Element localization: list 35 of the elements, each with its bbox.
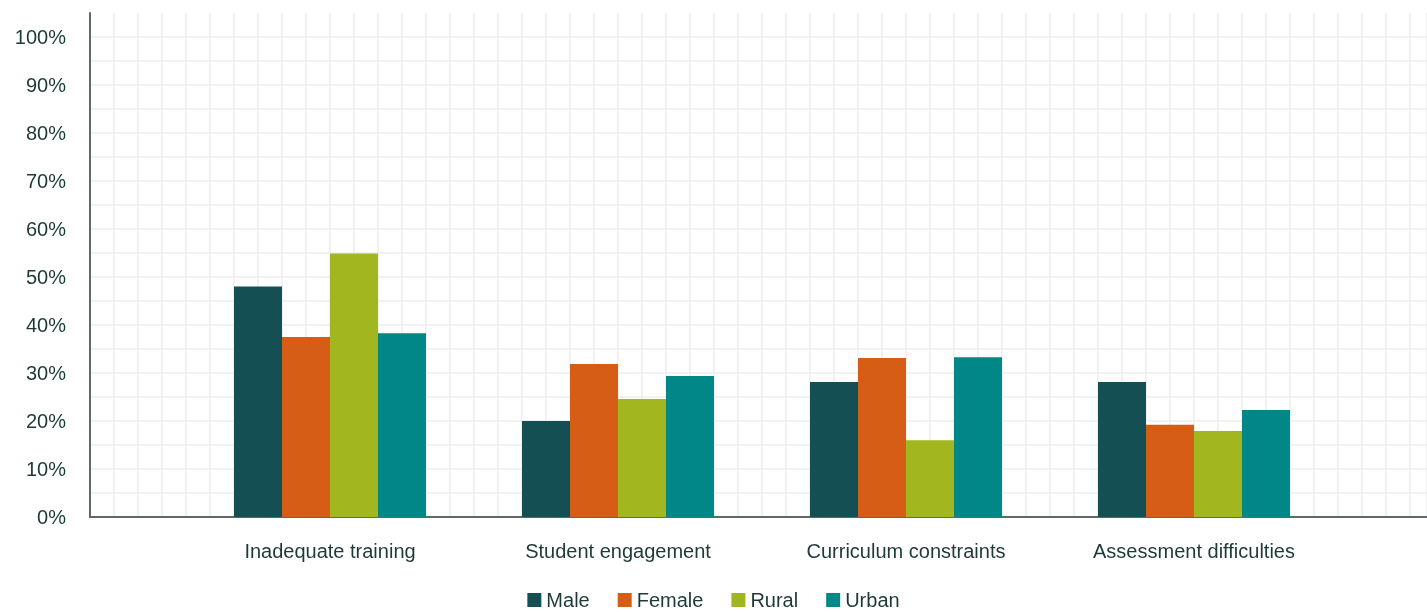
x-tick-label: Curriculum constraints: [806, 540, 1006, 562]
legend-label: Rural: [750, 589, 799, 611]
bar: [378, 333, 426, 517]
x-tick-label: Assessment difficulties: [1093, 540, 1295, 562]
bar: [1098, 382, 1146, 517]
bar: [666, 375, 714, 517]
bar: [282, 337, 330, 517]
y-tick-label: 50%: [25, 266, 67, 288]
bar: [1146, 424, 1194, 517]
x-tick-label: Student engagement: [525, 540, 712, 562]
bar: [858, 358, 906, 517]
y-tick-label: 100%: [14, 26, 67, 48]
bar: [1242, 409, 1290, 517]
y-tick-label: 80%: [25, 122, 67, 144]
y-tick-label: 70%: [25, 170, 67, 192]
bar: [906, 440, 954, 517]
bar: [954, 357, 1002, 517]
bar: [618, 398, 666, 517]
y-tick-label: 0%: [37, 506, 67, 528]
bar: [810, 382, 858, 517]
bar: [234, 286, 282, 517]
legend-label: Female: [636, 589, 704, 611]
x-tick-label: Inadequate training: [244, 540, 416, 562]
bar: [522, 421, 570, 517]
legend-label: Male: [546, 589, 590, 611]
bar: [570, 363, 618, 517]
y-tick-label: 60%: [25, 218, 67, 240]
y-tick-label: 10%: [25, 458, 67, 480]
legend-label: Urban: [845, 589, 900, 611]
bar: [330, 253, 378, 517]
y-tick-label: 90%: [25, 74, 67, 96]
y-tick-label: 20%: [25, 410, 67, 432]
bar: [1194, 431, 1242, 517]
y-tick-label: 30%: [25, 362, 67, 384]
y-tick-label: 40%: [25, 314, 67, 336]
